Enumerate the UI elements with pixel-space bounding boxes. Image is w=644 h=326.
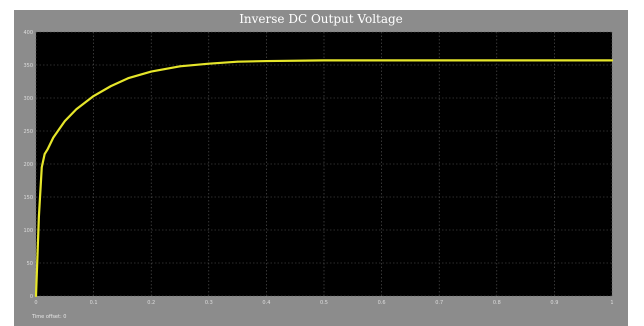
- data-point: [52, 136, 55, 139]
- data-point: [438, 59, 441, 62]
- data-point: [380, 59, 383, 62]
- x-tick-label: 0.7: [435, 300, 443, 306]
- plot-svg: 0 0.1 0.2 0.3 0.4 0.5 0.6 0.7 0.8 0.9 1 0 50 100 150 2…: [23, 30, 614, 306]
- y-tick-labels: 0 50 100 150 200 250 300 350 400: [23, 30, 33, 300]
- x-tick-label: 0.4: [262, 300, 270, 306]
- data-point: [323, 59, 325, 62]
- data-point: [127, 77, 130, 80]
- y-tick-label: 300: [23, 96, 33, 102]
- x-tick-labels: 0 0.1 0.2 0.3 0.4 0.5 0.6 0.7 0.8 0.9 1: [34, 300, 613, 306]
- data-point: [150, 70, 153, 73]
- data-point: [553, 59, 556, 62]
- y-tick-label: 350: [23, 63, 33, 69]
- data-point: [611, 59, 613, 62]
- data-point: [109, 85, 112, 88]
- x-tick-label: 0.2: [147, 300, 155, 306]
- voltage-trace: [34, 59, 614, 298]
- data-point: [179, 65, 181, 68]
- time-offset-status: Time offset: 0: [32, 314, 67, 320]
- series-layer: [34, 59, 614, 298]
- x-tick-label: 1: [610, 300, 613, 306]
- grid-lines: [35, 31, 613, 297]
- scope-title: Inverse DC Output Voltage: [239, 12, 403, 26]
- data-point: [46, 148, 49, 151]
- data-point: [495, 59, 498, 62]
- y-tick-label: 0: [30, 294, 33, 300]
- y-tick-label: 200: [23, 162, 33, 168]
- data-point: [40, 166, 43, 169]
- data-point: [35, 295, 37, 297]
- y-tick-label: 250: [23, 129, 33, 135]
- y-tick-label: 50: [27, 261, 33, 267]
- x-tick-label: 0.8: [493, 300, 501, 306]
- data-point: [207, 62, 210, 65]
- x-tick-label: 0.6: [378, 300, 386, 306]
- y-tick-label: 400: [23, 30, 33, 36]
- data-point: [37, 215, 40, 218]
- data-point: [75, 108, 78, 111]
- x-tick-label: 0.3: [205, 300, 213, 306]
- data-point: [63, 120, 66, 122]
- x-tick-label: 0.1: [90, 300, 98, 306]
- scope-window: Inverse DC Output Voltage 0 0.1 0.2 0.3 0.4 0…: [14, 10, 628, 326]
- data-point: [265, 60, 268, 62]
- data-point: [43, 153, 46, 156]
- x-tick-label: 0.5: [320, 300, 328, 306]
- x-tick-label: 0.9: [550, 300, 558, 306]
- y-tick-label: 100: [23, 228, 33, 234]
- data-point: [92, 95, 95, 97]
- data-point: [236, 60, 239, 63]
- y-tick-label: 150: [23, 195, 33, 201]
- x-tick-label: 0: [34, 300, 37, 306]
